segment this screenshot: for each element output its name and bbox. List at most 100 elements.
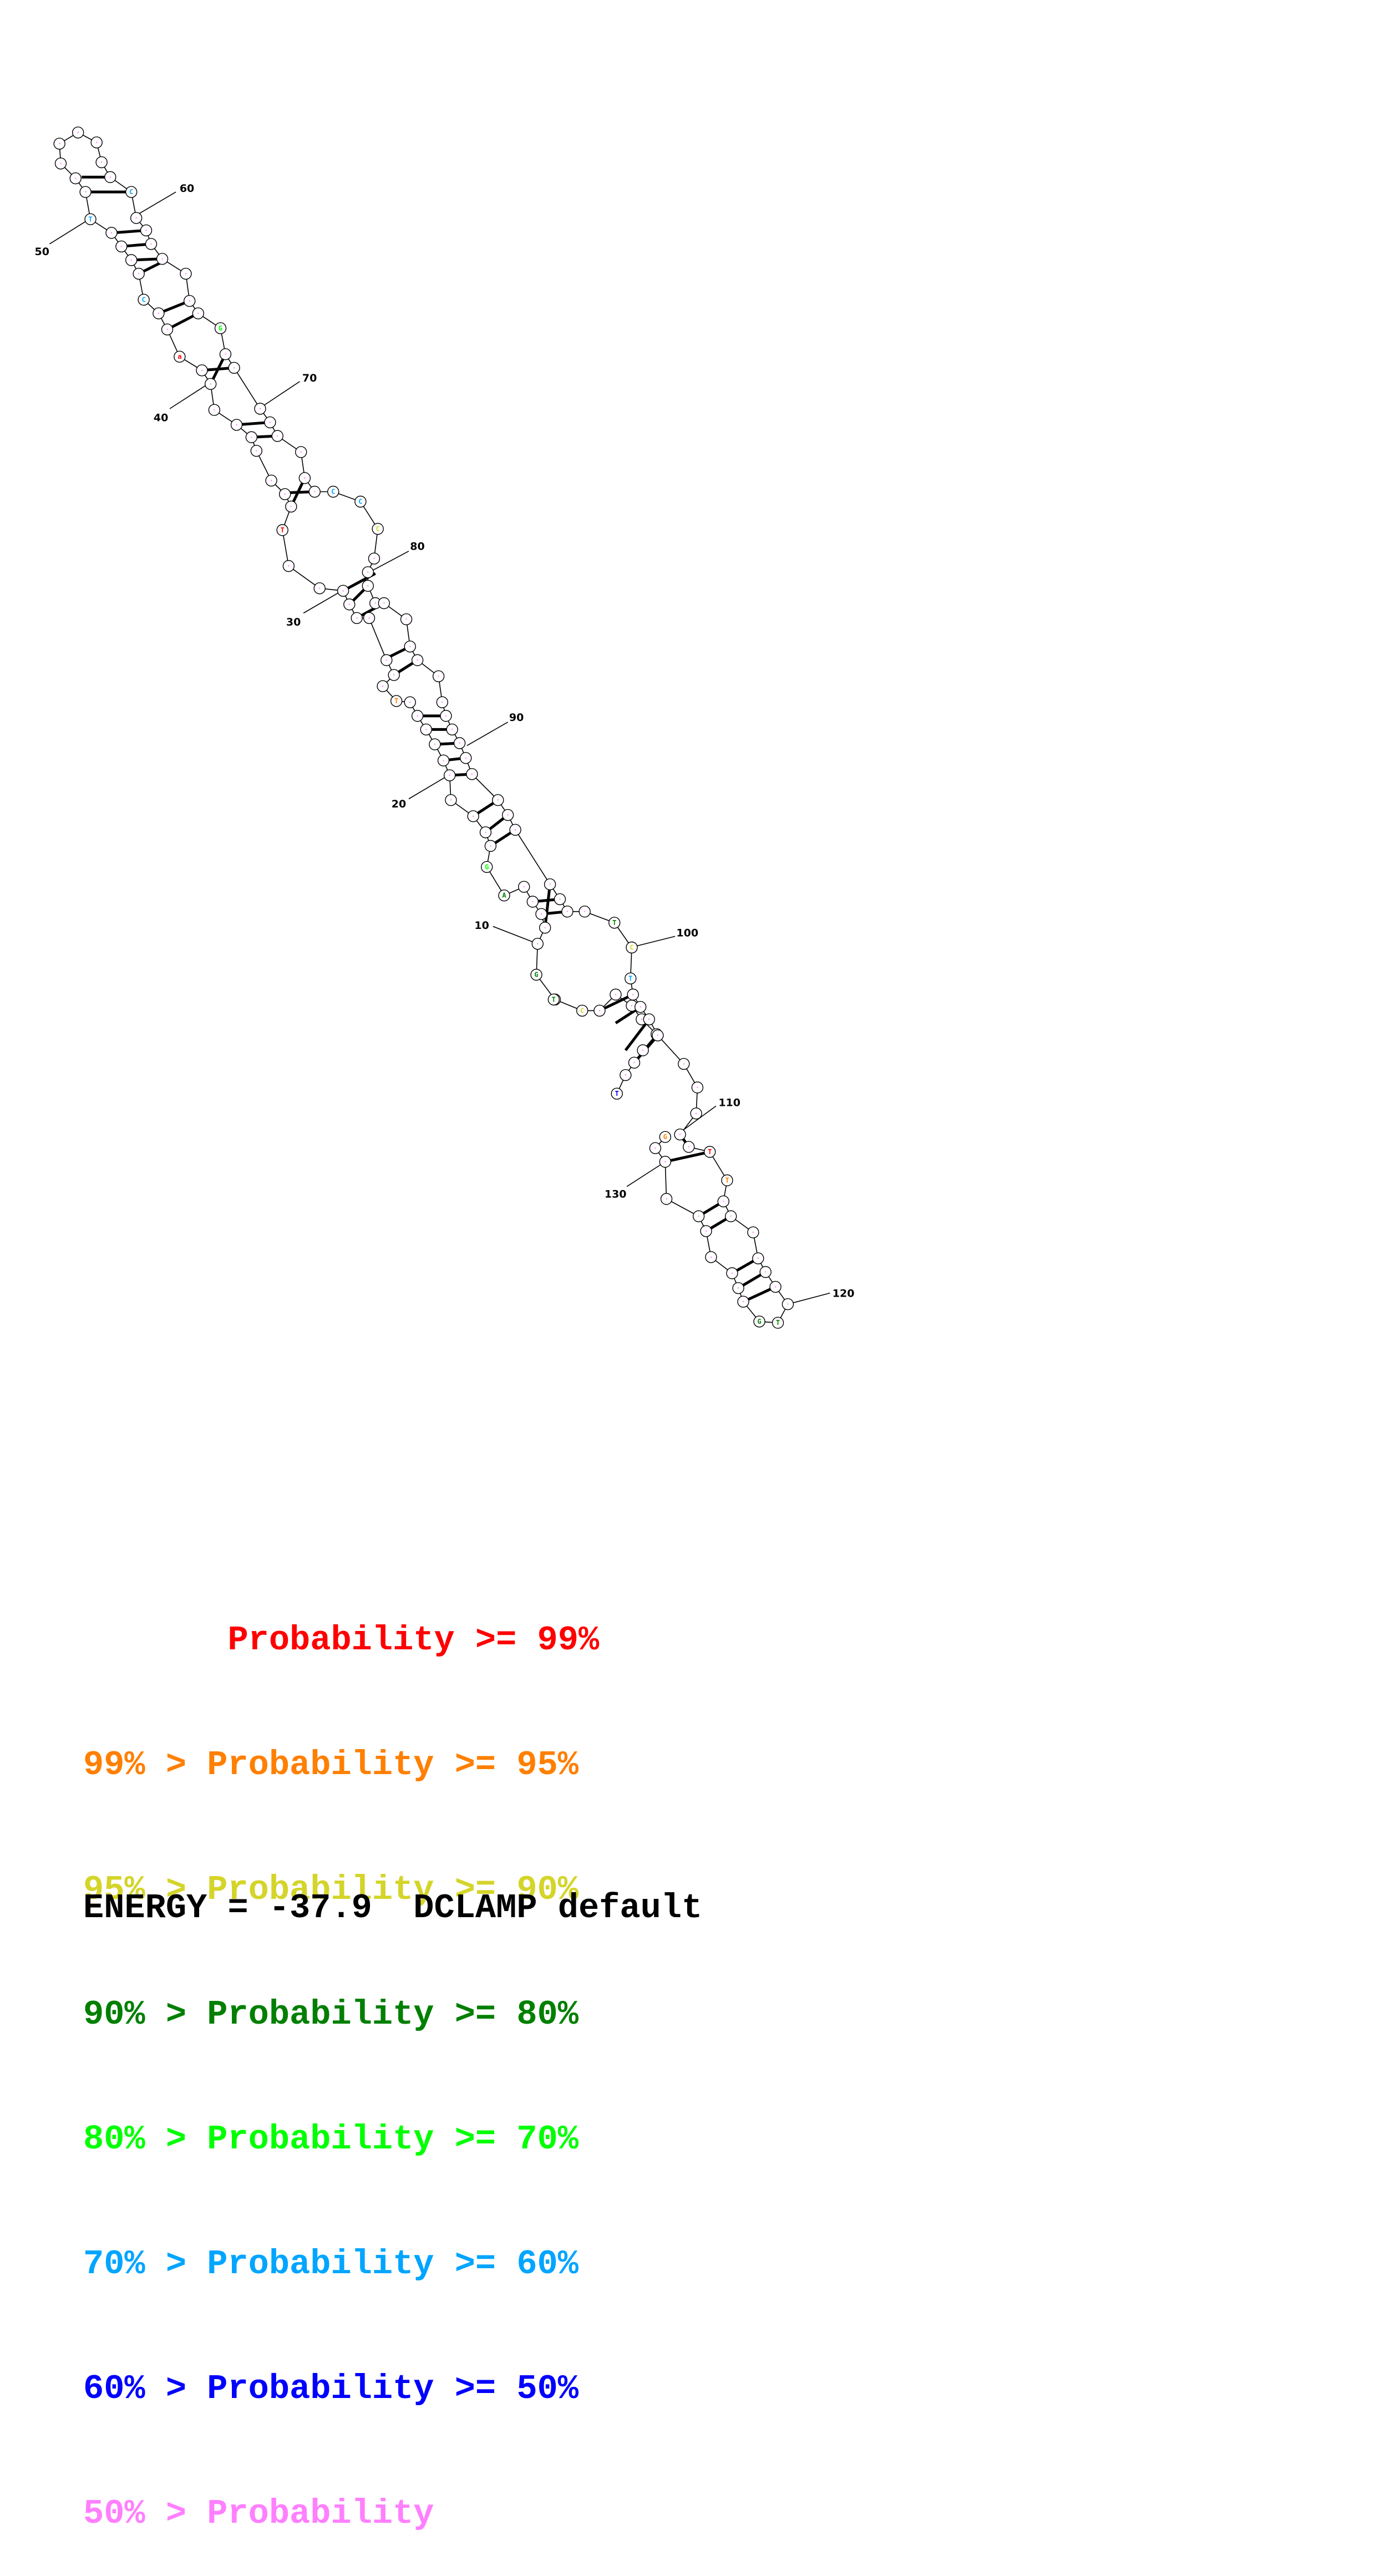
svg-text:·: · — [450, 725, 454, 733]
number-tick-line — [626, 1161, 666, 1187]
base-node: · — [446, 723, 458, 736]
svg-text:T: T — [628, 974, 632, 982]
base-node: · — [460, 752, 472, 764]
svg-text:·: · — [678, 1131, 682, 1139]
svg-text:·: · — [137, 270, 141, 278]
svg-text:·: · — [682, 1060, 686, 1068]
svg-text:T: T — [552, 995, 556, 1003]
highlighted-base-node: a — [174, 350, 186, 363]
svg-text:·: · — [303, 474, 307, 482]
base-node: · — [620, 1069, 632, 1081]
svg-text:C: C — [141, 296, 145, 303]
svg-text:·: · — [694, 1110, 698, 1117]
base-node: · — [368, 552, 380, 565]
svg-text:·: · — [736, 1284, 740, 1292]
base-node: · — [265, 474, 277, 487]
base-node: · — [105, 227, 118, 239]
svg-text:C: C — [331, 488, 335, 496]
svg-text:·: · — [764, 1268, 768, 1276]
svg-text:·: · — [119, 242, 123, 250]
svg-text:·: · — [470, 770, 474, 778]
svg-text:·: · — [489, 842, 493, 850]
base-node: · — [649, 1142, 662, 1155]
svg-text:·: · — [444, 712, 448, 720]
svg-text:·: · — [448, 771, 451, 779]
svg-text:·: · — [212, 406, 216, 414]
base-node: · — [593, 1004, 606, 1017]
number-tick-line — [169, 383, 209, 409]
svg-text:·: · — [558, 895, 562, 903]
base-node: · — [53, 138, 65, 150]
svg-text:·: · — [506, 811, 510, 819]
base-node: · — [678, 1058, 690, 1070]
svg-text:·: · — [355, 614, 359, 622]
svg-text:T: T — [776, 1319, 780, 1327]
highlighted-base-node: C — [372, 522, 384, 535]
svg-text:·: · — [653, 1144, 657, 1152]
base-node: · — [264, 416, 276, 429]
svg-text:·: · — [196, 309, 200, 317]
base-node: · — [732, 1282, 744, 1294]
base-node: · — [145, 238, 158, 250]
base-node: · — [660, 1193, 673, 1205]
highlighted-base-node: T — [703, 1146, 716, 1158]
position-number-label: 40 — [154, 411, 168, 424]
highlighted-base-node: C — [327, 485, 339, 498]
svg-text:·: · — [522, 883, 526, 891]
base-node: · — [752, 1252, 764, 1264]
base-node: · — [388, 669, 400, 681]
position-number-label: 110 — [718, 1096, 740, 1109]
number-tick-line — [788, 1292, 830, 1305]
svg-text:·: · — [318, 585, 322, 592]
base-node: · — [690, 1107, 702, 1120]
base-node: · — [377, 680, 389, 692]
highlighted-base-node: T — [390, 695, 403, 707]
svg-text:·: · — [449, 796, 453, 804]
base-node: · — [196, 364, 208, 377]
base-node: · — [492, 794, 504, 806]
highlighted-base-node: T — [721, 1174, 733, 1187]
svg-text:·: · — [641, 1046, 645, 1054]
svg-text:T: T — [708, 1148, 712, 1156]
svg-text:·: · — [224, 350, 227, 358]
base-node: · — [484, 840, 497, 852]
base-pair-bond — [544, 884, 552, 928]
svg-text:G: G — [534, 971, 538, 979]
position-number-label: 30 — [286, 616, 301, 628]
base-node: · — [544, 878, 556, 891]
base-node: · — [782, 1298, 794, 1310]
svg-text:·: · — [424, 725, 428, 733]
number-tick-line — [49, 219, 90, 245]
svg-text:·: · — [583, 908, 587, 916]
svg-text:G: G — [757, 1318, 761, 1325]
svg-text:C: C — [129, 188, 133, 196]
base-node: · — [444, 769, 456, 781]
legend-line-70: 80% > Probability >= 70% — [83, 2120, 579, 2159]
base-node: · — [115, 240, 128, 253]
svg-text:·: · — [663, 1158, 667, 1166]
svg-text:·: · — [108, 173, 112, 181]
svg-text:·: · — [149, 240, 153, 248]
base-node: · — [180, 267, 192, 280]
svg-text:·: · — [269, 477, 273, 485]
base-node: · — [343, 598, 356, 611]
svg-text:·: · — [276, 432, 280, 440]
base-node: · — [230, 419, 243, 431]
svg-text:·: · — [741, 1298, 745, 1305]
probability-legend: Probability >= 99% 99% > Probability >= … — [83, 1536, 599, 2576]
base-node: · — [250, 445, 262, 457]
base-node: · — [153, 307, 165, 319]
highlighted-base-node: C — [138, 293, 150, 306]
base-node: · — [362, 566, 374, 578]
highlighted-base-node: C — [354, 495, 367, 508]
base-node: · — [554, 893, 566, 906]
base-node: · — [420, 723, 432, 736]
svg-text:·: · — [76, 129, 80, 136]
base-node: · — [295, 446, 307, 458]
position-number-label: 70 — [302, 372, 317, 384]
base-node: · — [539, 922, 551, 934]
svg-text:·: · — [165, 326, 169, 333]
svg-text:·: · — [408, 698, 412, 706]
base-node: · — [440, 710, 452, 722]
base-node: · — [140, 224, 153, 237]
